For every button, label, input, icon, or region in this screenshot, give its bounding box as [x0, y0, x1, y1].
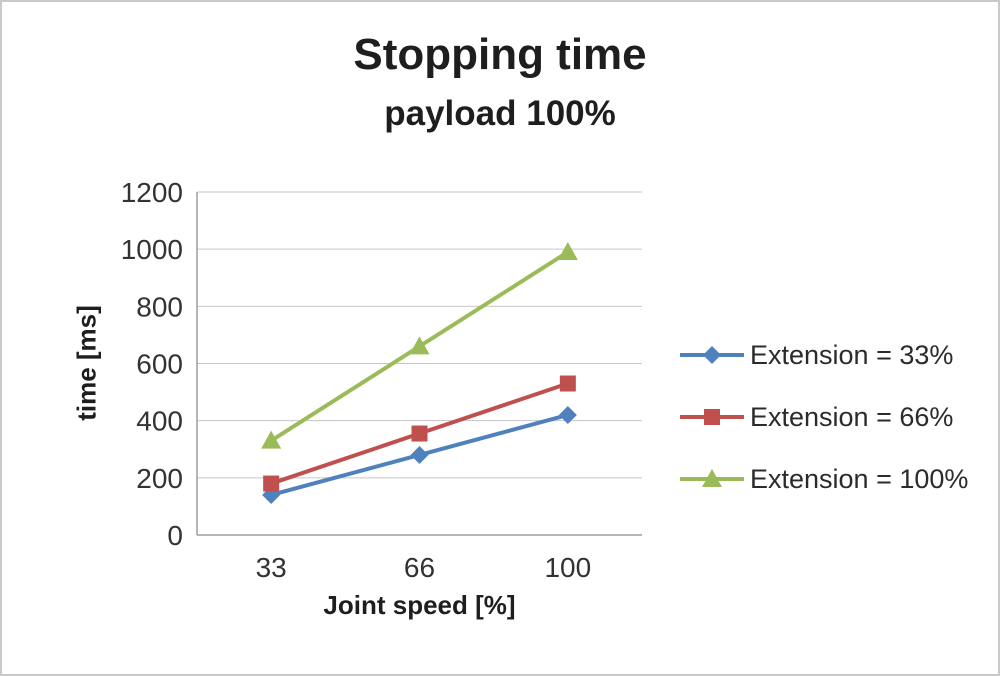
- x-tick-label: 100: [544, 552, 591, 583]
- triangle-marker: [261, 430, 282, 449]
- chart-subtitle: payload 100%: [384, 94, 616, 133]
- legend-sample-svg: [680, 409, 744, 425]
- y-tick-label: 600: [136, 349, 183, 380]
- square-marker: [559, 375, 576, 392]
- legend-label: Extension = 100%: [750, 463, 969, 494]
- y-tick-label: 0: [167, 520, 183, 551]
- square-marker: [411, 425, 428, 442]
- y-tick-label: 1000: [121, 234, 183, 265]
- legend-label: Extension = 33%: [750, 339, 954, 370]
- legend-sample-svg: [680, 346, 744, 364]
- legend-item: Extension = 100%: [678, 462, 968, 496]
- square-marker: [263, 475, 280, 492]
- diamond-marker: [703, 346, 721, 364]
- legend-line-diamond-icon: [678, 342, 746, 368]
- triangle-marker: [702, 469, 722, 487]
- y-tick-label: 1200: [121, 177, 183, 208]
- legend-label: Extension = 66%: [750, 401, 954, 432]
- y-tick-label: 800: [136, 291, 183, 322]
- x-axis-title: Joint speed [%]: [323, 590, 516, 620]
- legend-line-triangle-icon: [678, 466, 746, 492]
- diamond-marker: [558, 405, 577, 424]
- legend-line-square-icon: [678, 404, 746, 430]
- chart-title: Stopping time: [353, 30, 647, 79]
- y-tick-label: 400: [136, 406, 183, 437]
- triangle-marker: [557, 242, 578, 261]
- x-tick-label: 66: [404, 552, 435, 583]
- legend: Extension = 33% Extension = 66% Extensio…: [678, 338, 968, 496]
- diamond-marker: [410, 445, 429, 464]
- square-marker: [704, 409, 720, 425]
- legend-item: Extension = 66%: [678, 400, 968, 434]
- legend-item: Extension = 33%: [678, 338, 968, 372]
- y-axis-title: time [ms]: [71, 305, 102, 421]
- legend-sample-svg: [680, 469, 744, 487]
- y-tick-label: 200: [136, 463, 183, 494]
- x-tick-label: 33: [256, 552, 287, 583]
- triangle-marker: [409, 336, 430, 355]
